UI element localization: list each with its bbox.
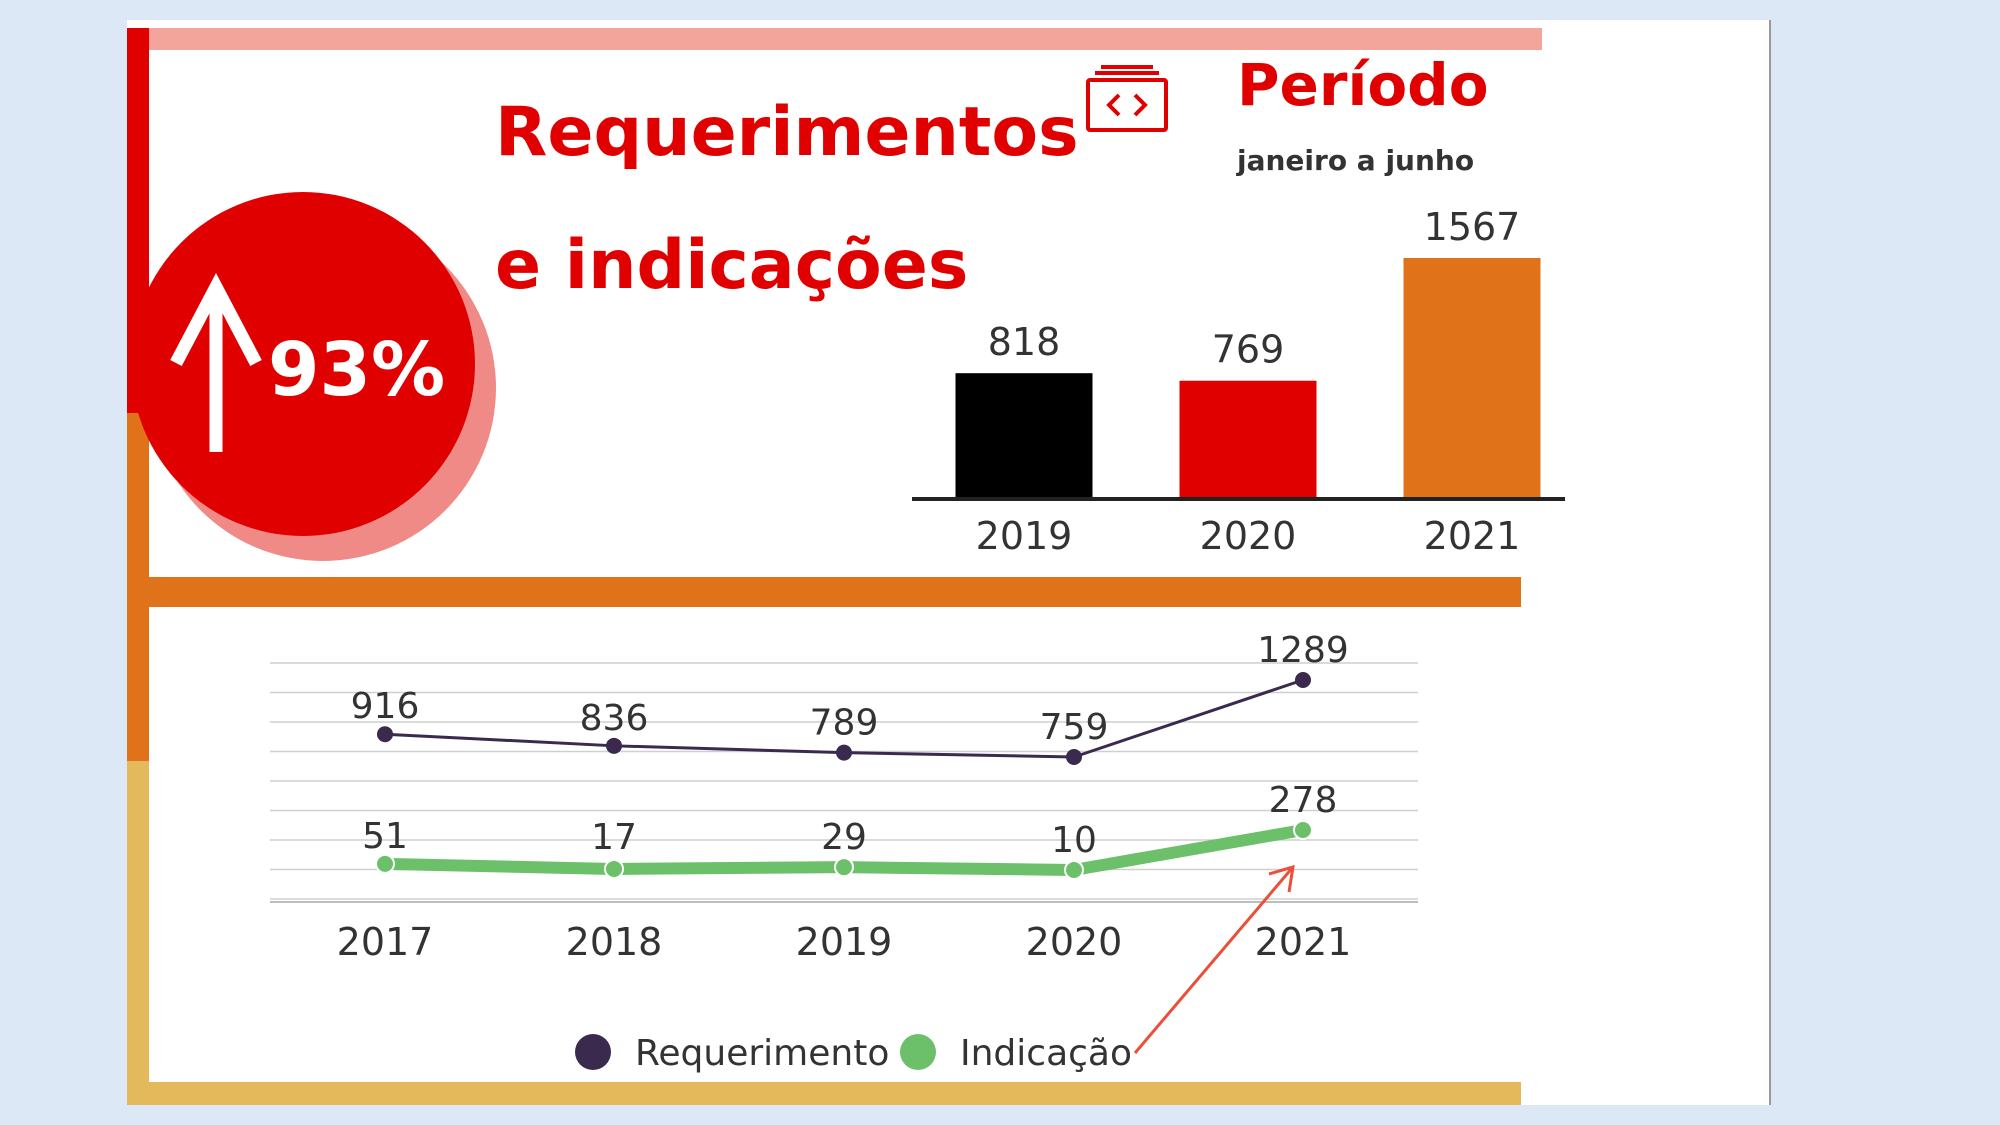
series-point-1 [375,853,395,874]
point-value-label: 916 [351,686,420,727]
bar-2021 [1403,258,1541,499]
line-x-tick-label: 2019 [796,920,893,964]
annotation-arrow [1133,864,1295,1054]
line-x-tick-label: 2017 [337,920,434,964]
point-value-label: 789 [810,703,879,744]
middle-band [149,577,1521,607]
legend-label-0: Requerimento [635,1033,889,1074]
bottom-band [149,1082,1521,1105]
bar-category-label: 2021 [1424,514,1521,558]
legend-label-1: Indicação [960,1033,1132,1074]
point-value-label: 278 [1269,780,1338,821]
period-subtitle: janeiro a junho [1236,144,1474,177]
series-point-1 [1293,820,1313,840]
bar-value-label: 818 [988,320,1061,364]
bar-2020 [1179,380,1317,499]
line-x-tick-label: 2018 [566,920,663,964]
chart-legend: Requerimento Indicação [575,1033,1132,1074]
bar-chart: 818 2019 769 2020 1567 2021 [912,205,1565,558]
line-x-tick-label: 2021 [1255,920,1352,964]
left-stripe-gold [127,761,149,1105]
period-title: Período [1237,51,1489,119]
card-background [127,20,1770,1105]
title-line-1: Requerimentos [495,93,1079,172]
bar-value-label: 769 [1212,328,1285,372]
badge-value: 93% [268,327,445,413]
point-value-label: 10 [1051,820,1097,861]
left-stripe-orange [127,413,149,761]
series-point-1 [1064,860,1084,880]
bar-2019 [955,373,1093,499]
legend-swatch-1 [900,1034,936,1070]
bar-value-label: 1567 [1424,205,1521,249]
legend-swatch-0 [575,1034,611,1070]
top-band [149,28,1542,50]
series-point-1 [604,858,624,879]
series-point-0 [606,737,622,754]
series-point-0 [1295,672,1311,688]
point-value-label: 17 [591,817,637,858]
arrow-up-icon [170,273,262,452]
series-point-0 [1066,749,1082,765]
line-x-tick-label: 2020 [1026,920,1123,964]
point-value-label: 51 [362,816,408,857]
point-value-label: 836 [580,698,649,739]
point-value-label: 29 [821,817,867,858]
point-value-label: 1289 [1257,630,1349,671]
point-value-label: 759 [1040,707,1109,748]
title-line-2: e indicações [495,226,968,305]
growth-badge: 93% [131,192,496,561]
series-point-1 [834,857,854,878]
series-point-0 [377,726,393,743]
bar-category-label: 2019 [976,514,1073,558]
code-window-icon [1086,65,1168,132]
bar-category-label: 2020 [1200,514,1297,558]
line-chart: 916 836 789 759 1289 51 17 29 10 278 2017 2018 2019 2… [270,630,1418,964]
series-point-0 [836,744,852,761]
